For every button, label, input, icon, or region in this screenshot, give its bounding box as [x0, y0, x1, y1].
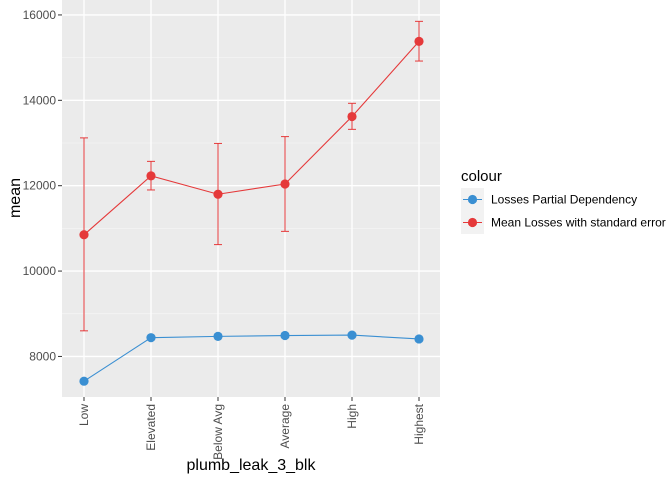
x-tick-label: Average: [278, 404, 292, 449]
x-axis-title: plumb_leak_3_blk: [187, 457, 317, 474]
series-0: [79, 330, 424, 386]
y-tick-label: 16000: [23, 8, 57, 22]
legend-key-point: [467, 194, 478, 205]
x-tick-label: Low: [77, 404, 91, 426]
data-point: [79, 230, 89, 240]
data-point: [347, 111, 357, 122]
data-point: [213, 331, 223, 341]
legend-key-point: [467, 217, 478, 228]
y-axis: 8000 10000 12000 14000 16000: [23, 8, 62, 363]
data-point: [347, 330, 357, 340]
legend-label: Mean Losses with standard error: [491, 216, 666, 230]
y-tick-label: 10000: [23, 264, 57, 278]
data-point: [414, 36, 424, 47]
data-point: [414, 334, 424, 344]
legend: colour Losses Partial Dependency Mean Los…: [461, 168, 666, 234]
data-point: [280, 179, 290, 189]
data-point: [146, 333, 156, 343]
y-axis-title: mean: [7, 178, 24, 218]
y-tick-label: 8000: [29, 349, 56, 363]
data-point: [79, 376, 89, 386]
x-tick-label: Elevated: [144, 404, 158, 451]
x-axis: Low Elevated Below Avg Average High Highest: [77, 397, 426, 460]
data-point: [280, 330, 290, 341]
y-tick-label: 12000: [23, 179, 57, 193]
data-point: [146, 171, 156, 181]
x-tick-label: Below Avg: [211, 404, 225, 460]
y-tick-label: 14000: [23, 93, 57, 107]
series-line: [83, 41, 420, 236]
series-layer: [79, 20, 424, 386]
series-line: [83, 334, 420, 382]
data-point: [213, 189, 223, 199]
legend-items: Losses Partial Dependency Mean Losses wit…: [461, 188, 666, 234]
legend-item: Mean Losses with standard error: [461, 211, 666, 234]
plot-panel: [62, 0, 440, 397]
legend-item: Losses Partial Dependency: [461, 188, 637, 211]
legend-title: colour: [461, 168, 502, 185]
legend-label: Losses Partial Dependency: [491, 193, 637, 207]
x-tick-label: High: [345, 404, 359, 429]
grid-minor: [62, 57, 440, 315]
series-1: [79, 20, 424, 332]
x-tick-label: Highest: [412, 403, 426, 444]
